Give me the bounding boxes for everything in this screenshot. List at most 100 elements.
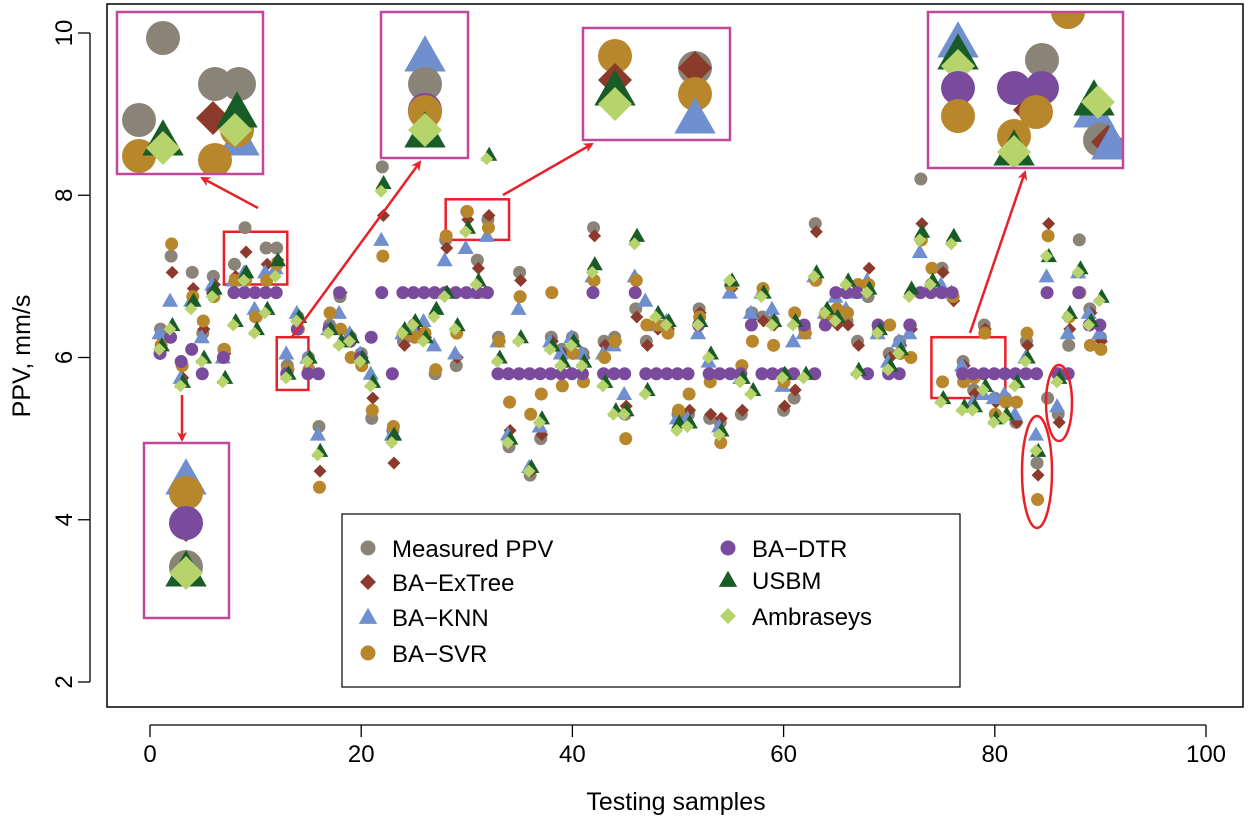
data-point-dtr [459,286,473,300]
data-point-svr [640,318,654,332]
data-point-svr [608,334,622,348]
data-point-dtr [533,367,547,381]
data-point-svr [682,387,696,401]
data-point-ambraseys [638,387,652,401]
data-point-svr [545,286,559,300]
data-point-extree [630,310,644,324]
data-point-measured [470,253,484,267]
axes: 0 20 40 60 80 100 2 4 6 8 10 [51,20,1226,768]
zoom-arrow [290,160,422,338]
data-point-dtr [903,318,917,332]
inset-marker-svr [598,39,632,73]
y-axis-title: PPV, mm/s [8,295,36,418]
data-point-knn [932,276,949,291]
inset-marker-ambraseys [997,135,1031,168]
data-point-extree [313,464,327,478]
data-point-ambraseys [1018,355,1032,369]
inset-marker-svr [678,77,712,111]
data-point-ambraseys [195,355,209,369]
data-point-ambraseys [723,273,737,287]
data-point-ambraseys [353,355,367,369]
data-point-svr [481,221,495,235]
inset-border [581,26,732,142]
data-point-knn [890,333,907,348]
data-point-ambraseys [406,318,420,332]
data-point-ambraseys [860,286,874,300]
data-point-ambraseys [332,338,346,352]
data-point-extree [640,338,654,352]
data-point-extree [482,209,496,223]
data-point-svr [978,326,992,340]
data-point-dtr [417,286,431,300]
x-tick-label: 80 [981,741,1008,768]
data-point-extree [440,241,454,255]
data-point-knn [309,426,326,441]
data-point-measured [238,221,252,235]
data-point-ambraseys [1039,249,1053,263]
data-point-dtr [375,286,389,300]
inset-marker-svr [1019,95,1053,129]
data-point-svr [1041,229,1055,243]
data-point-ambraseys [701,351,715,364]
data-point-ambraseys [987,415,1001,429]
data-point-extree [852,338,866,352]
data-point-ambraseys [1060,310,1074,324]
x-tick-label: 20 [348,741,375,768]
data-point-usbm [269,252,287,267]
data-point-dtr [945,286,959,300]
data-point-dtr [512,367,526,381]
data-point-svr [925,261,939,275]
data-point-svr [323,306,337,320]
data-point-knn [278,345,295,360]
data-point-ambraseys [670,424,684,438]
data-point-dtr [565,367,579,381]
data-point-ambraseys [606,407,620,421]
legend-label: BA−SVR [392,641,487,668]
data-point-usbm [375,175,392,190]
highlight-box [222,230,289,286]
data-point-ambraseys [691,318,705,332]
data-point-svr [745,334,759,348]
data-point-ambraseys [321,326,335,340]
data-point-ambraseys [554,359,568,373]
zoom-inset [581,26,732,142]
data-point-svr [196,314,210,328]
data-point-dtr [554,367,568,381]
data-point-svr [1094,342,1108,356]
data-point-ambraseys [1050,375,1064,389]
legend-marker-svr [360,645,376,661]
y-tick-label: 4 [51,513,78,526]
legend-marker-knn [358,607,378,624]
data-point-ambraseys [712,428,726,442]
data-point-dtr [185,342,199,356]
y-tick-label: 6 [51,351,78,364]
data-point-measured [227,257,241,271]
data-point-svr [883,318,897,332]
data-point-svr [365,403,379,417]
data-point-dtr [396,286,410,300]
data-point-measured [270,241,284,255]
inset-marker-measured [408,67,442,101]
data-point-extree [239,245,253,259]
x-axis-title: Testing samples [586,788,765,816]
data-point-ambraseys [765,318,779,332]
data-point-dtr [977,367,991,381]
data-point-dtr [523,367,537,381]
data-point-usbm [206,280,223,295]
data-point-extree [735,403,749,417]
data-point-ambraseys [226,318,240,332]
data-point-dtr [259,286,273,300]
data-point-svr [165,237,179,251]
data-point-usbm [914,223,931,238]
data-point-svr [503,395,517,409]
zoom-inset [115,10,265,176]
zoom-arrow [968,170,1028,334]
data-point-svr [619,432,633,446]
inset-marker-usbm [216,91,258,128]
data-point-knn [1027,426,1045,441]
data-point-ambraseys [997,411,1011,425]
inset-border [115,10,265,176]
data-point-svr [999,395,1013,409]
data-point-knn [162,292,179,307]
